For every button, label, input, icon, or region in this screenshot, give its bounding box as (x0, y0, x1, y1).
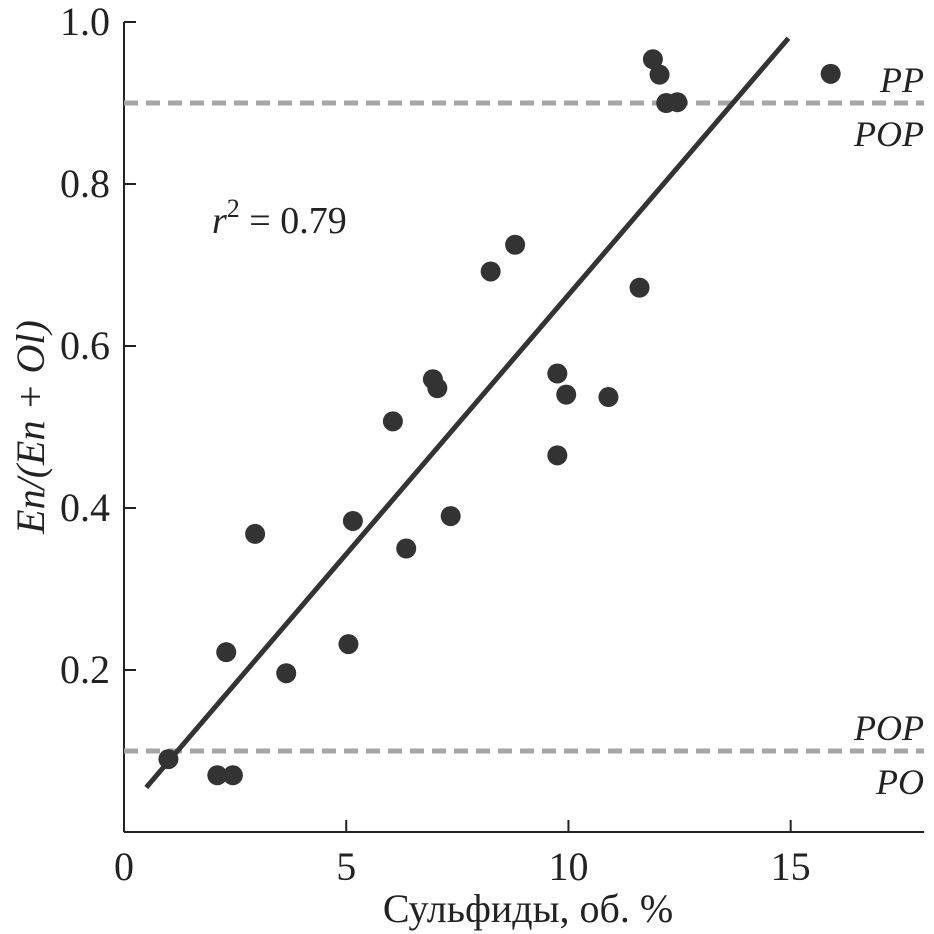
data-point (547, 445, 568, 466)
chart-labels: r2 = 0.79 Сульфиды, об. % En/(En + Ol) P… (8, 60, 924, 931)
data-point (338, 634, 359, 655)
data-point (440, 506, 461, 527)
data-point (396, 538, 417, 559)
zone-label-pp: PP (879, 60, 924, 100)
zone-label-pop-lower: POP (853, 708, 924, 748)
y-tick-label: 0.2 (60, 647, 110, 692)
y-tick-label: 0.6 (60, 323, 110, 368)
y-tick-label: 1.0 (60, 0, 110, 44)
data-point (276, 663, 297, 684)
data-point (480, 261, 501, 282)
data-point (158, 749, 179, 770)
zone-label-po: PO (875, 762, 924, 802)
x-tick-label: 10 (548, 844, 588, 889)
data-point (667, 92, 688, 113)
axes: 0 5 10 15 0.2 0.4 0.6 0.8 1.0 (60, 0, 924, 889)
y-axis-label: En/(En + Ol) (8, 320, 53, 535)
data-point (382, 411, 403, 432)
x-axis-label: Сульфиды, об. % (383, 886, 673, 931)
data-point (505, 234, 526, 255)
y-tick-label: 0.4 (60, 485, 110, 530)
data-points (158, 49, 841, 786)
regression-line-group (144, 36, 791, 790)
x-tick-label: 5 (336, 844, 356, 889)
regression-line (144, 36, 791, 790)
data-point (820, 63, 841, 84)
data-point (649, 64, 670, 85)
data-point (629, 277, 650, 298)
y-tick-label: 0.8 (60, 161, 110, 206)
threshold-lines (124, 100, 924, 754)
data-point (547, 363, 568, 384)
data-point (556, 384, 577, 405)
data-point (642, 49, 663, 70)
data-point (245, 523, 266, 544)
data-point (598, 387, 619, 408)
x-tick-label: 0 (114, 844, 134, 889)
data-point (207, 765, 228, 786)
data-point (216, 642, 237, 663)
data-point (222, 765, 243, 786)
x-tick-label: 15 (771, 844, 811, 889)
zone-label-pop-upper: POP (853, 114, 924, 154)
data-point (427, 378, 448, 399)
r-squared-label: r2 = 0.79 (212, 194, 347, 242)
data-point (342, 510, 363, 531)
